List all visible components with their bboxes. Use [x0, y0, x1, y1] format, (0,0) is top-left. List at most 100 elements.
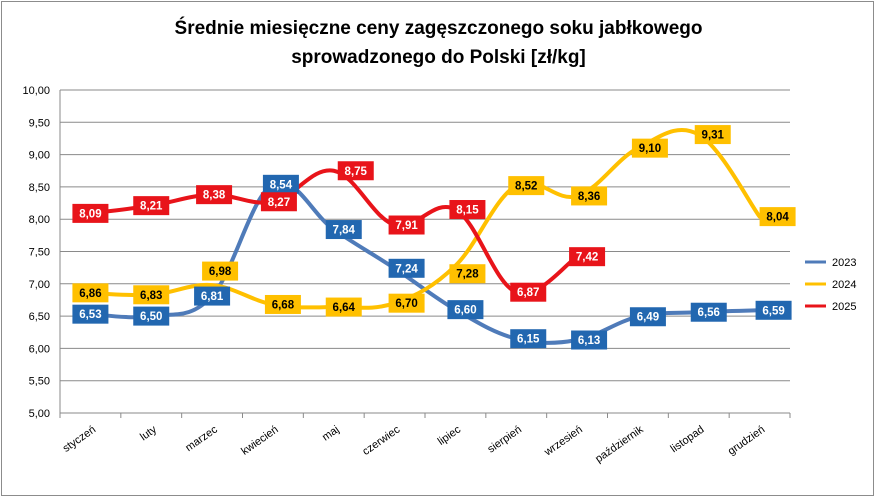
data-label: 7,84 — [333, 225, 356, 237]
y-tick-label: 7,50 — [29, 247, 50, 259]
data-label: 6,98 — [209, 266, 232, 278]
data-label-box — [262, 174, 299, 194]
x-tick-label: grudzień — [726, 424, 767, 458]
data-label-box — [194, 286, 231, 306]
y-tick-label: 8,00 — [29, 214, 50, 226]
data-label-box — [631, 138, 668, 158]
x-tick-label: maj — [320, 424, 341, 444]
y-tick-label: 9,00 — [29, 150, 50, 162]
data-label: 8,15 — [456, 205, 479, 217]
data-label: 8,75 — [345, 166, 368, 178]
data-label-box — [569, 247, 606, 267]
x-tick-label: wrzesień — [542, 424, 585, 459]
data-label-box — [264, 294, 301, 314]
x-tick-label: czerwiec — [360, 423, 402, 458]
data-label: 6,83 — [140, 290, 162, 302]
legend-label: 2023 — [832, 257, 856, 269]
data-label-box — [449, 264, 486, 284]
data-label-box — [325, 297, 362, 317]
data-label-box — [510, 282, 547, 302]
data-label-box — [508, 176, 545, 196]
data-label-box — [260, 192, 297, 212]
legend: 2023 2024 2025 — [805, 257, 856, 313]
data-label-box — [325, 220, 362, 240]
y-tick-label: 6,00 — [29, 343, 50, 355]
data-label: 6,53 — [79, 309, 101, 321]
data-label-box — [571, 186, 608, 206]
x-tick-label: marzec — [183, 423, 220, 454]
gridlines — [60, 89, 790, 414]
data-label-box — [388, 215, 425, 235]
y-tick-label: 6,50 — [29, 311, 50, 323]
x-tick-label: lipiec — [436, 423, 464, 447]
data-label-box — [388, 258, 425, 278]
x-tick-label: listopad — [669, 424, 707, 456]
data-label-box — [202, 261, 239, 281]
data-label-box — [449, 200, 486, 220]
data-label: 6,60 — [454, 305, 476, 317]
x-tick-label: sierpień — [486, 424, 524, 456]
legend-label: 2024 — [832, 279, 856, 291]
chart-title-line-1: Średnie miesięczne ceny zagęszczonego so… — [174, 18, 703, 39]
data-label-box — [72, 203, 109, 223]
x-axis: styczeń luty marzec kwiecień maj czerwiec lipi… — [59, 412, 791, 465]
data-label: 6,86 — [79, 288, 101, 300]
data-label-box — [510, 329, 547, 349]
chart-title: Średnie miesięczne ceny zagęszczonego so… — [0, 14, 877, 72]
data-label-box — [133, 285, 170, 305]
data-label: 6,87 — [517, 287, 539, 299]
data-label-box — [447, 300, 484, 320]
data-label-box — [337, 161, 374, 181]
y-axis: 5,00 5,50 6,00 6,50 7,00 7,50 8,00 8,50 9,00 9,50… — [22, 85, 61, 420]
data-label: 9,10 — [639, 143, 661, 155]
data-label: 6,15 — [517, 334, 540, 346]
data-labels: 6,53 6,50 6,81 8,54 7,84 7,24 6,60 6,15 6,13 6,49… — [72, 125, 796, 350]
data-label-box — [629, 307, 666, 327]
data-label-box — [694, 125, 731, 145]
x-tick-label: kwiecień — [239, 424, 280, 458]
data-label: 8,04 — [766, 212, 789, 224]
data-label: 8,52 — [515, 181, 537, 193]
data-label-box — [72, 283, 109, 303]
x-tick-label: luty — [138, 423, 159, 443]
data-label: 6,81 — [201, 291, 224, 303]
data-label: 8,38 — [203, 190, 226, 202]
data-label: 8,21 — [140, 201, 163, 213]
data-label-box — [133, 306, 170, 326]
y-tick-label: 9,50 — [29, 117, 50, 129]
y-tick-label: 5,50 — [29, 376, 50, 388]
data-label: 7,42 — [576, 252, 598, 264]
data-label: 8,27 — [268, 197, 290, 209]
y-tick-label: 5,00 — [29, 408, 50, 420]
data-label-box — [133, 196, 170, 216]
data-label: 7,91 — [395, 220, 418, 232]
y-tick-label: 10,00 — [22, 85, 50, 97]
data-label: 6,56 — [698, 307, 720, 319]
data-label: 8,09 — [79, 208, 101, 220]
data-label-box — [388, 293, 425, 313]
data-label: 8,36 — [578, 191, 600, 203]
x-tick-label: styczeń — [61, 424, 98, 455]
legend-label: 2025 — [832, 301, 856, 313]
data-label: 8,54 — [270, 179, 293, 191]
data-label: 6,13 — [578, 335, 600, 347]
data-label-box — [72, 304, 109, 324]
data-label: 6,59 — [762, 305, 784, 317]
data-label: 6,64 — [333, 302, 356, 314]
data-label-box — [690, 302, 727, 322]
data-label: 6,70 — [395, 298, 417, 310]
data-label: 6,49 — [637, 312, 659, 324]
data-label-box — [196, 185, 233, 205]
data-label: 7,28 — [456, 269, 479, 281]
data-label: 6,50 — [140, 311, 162, 323]
data-label-box — [571, 330, 608, 350]
data-label: 9,31 — [702, 130, 725, 142]
y-tick-label: 7,00 — [29, 279, 50, 291]
x-tick-label: październik — [593, 423, 646, 465]
data-label-box — [759, 207, 796, 227]
y-tick-label: 8,50 — [29, 182, 50, 194]
data-label: 6,68 — [272, 299, 295, 311]
data-label: 7,24 — [395, 263, 418, 275]
chart-title-line-2: sprowadzonego do Polski [zł/kg] — [291, 47, 586, 68]
